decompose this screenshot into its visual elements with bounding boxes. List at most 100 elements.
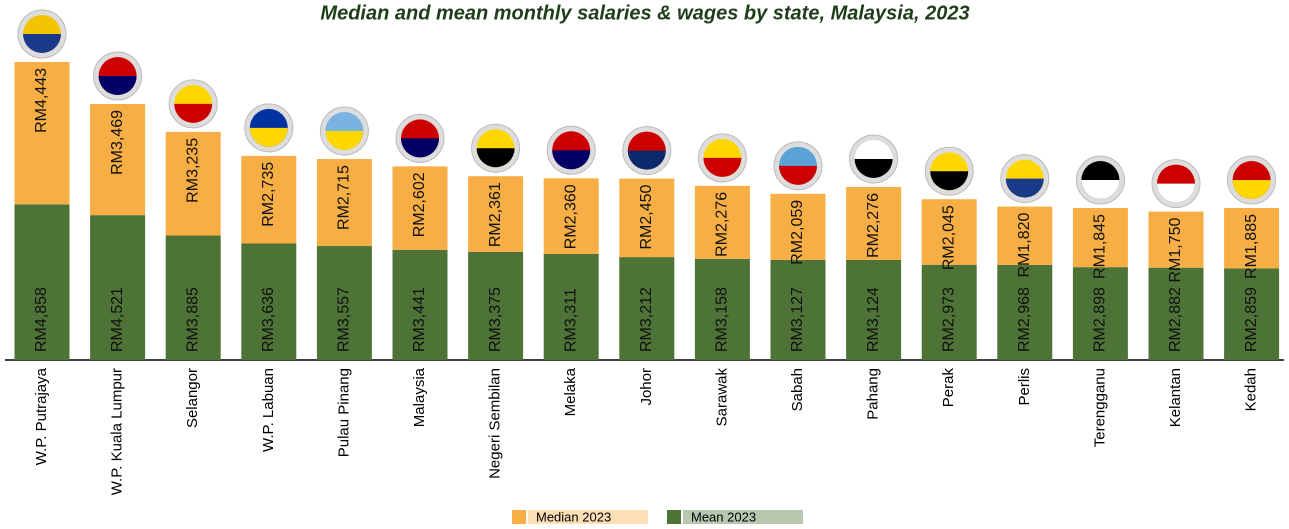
category-label: W.P. Labuan: [260, 368, 277, 452]
category-label: Selangor: [184, 368, 201, 428]
value-label: RM2,276: [714, 192, 731, 257]
category-label: Sabah: [789, 368, 806, 411]
legend-swatch: [667, 510, 681, 524]
value-label: RM2,973: [940, 287, 957, 352]
category-label: Perak: [940, 368, 957, 408]
value-label: RM3,636: [260, 287, 277, 352]
flag: [627, 150, 666, 170]
bar-segment: [14, 62, 70, 205]
flag: [401, 138, 439, 158]
bar-segment: [1072, 208, 1128, 268]
flag: [779, 165, 817, 185]
value-label: RM2,045: [940, 205, 957, 270]
bar-segment: [543, 178, 599, 254]
bar-segment: [1148, 267, 1204, 360]
flag: [98, 76, 137, 96]
category-label: Johor: [638, 368, 655, 406]
bar-segment: [846, 186, 902, 260]
bar-segment: [543, 253, 599, 360]
category-label: Perlis: [1016, 368, 1033, 406]
flag: [703, 157, 742, 177]
value-label: RM3,557: [336, 287, 353, 352]
bar-segment: [468, 176, 524, 252]
flag: [1157, 183, 1195, 203]
flag: [476, 148, 515, 168]
flag: [23, 34, 61, 53]
bar-segment: [619, 257, 675, 360]
value-label: RM3,235: [184, 138, 201, 203]
bar-segment: [468, 251, 524, 360]
flag: [1081, 180, 1120, 200]
value-label: RM2,360: [562, 184, 579, 249]
bar-segment: [1224, 208, 1280, 269]
value-label: RM3,311: [562, 288, 579, 352]
flag: [930, 171, 969, 191]
legend-band: [683, 510, 803, 524]
flag: [854, 158, 893, 178]
category-label: W.P. Kuala Lumpur: [109, 368, 126, 495]
bar-segment: [619, 178, 675, 258]
bar-segment: [997, 206, 1053, 265]
value-label: RM1,845: [1092, 214, 1109, 279]
category-label: Kedah: [1243, 368, 1260, 411]
value-label: RM2,450: [638, 184, 655, 249]
value-label: RM3,885: [184, 287, 201, 352]
bar-segment: [846, 259, 902, 360]
bar-segment: [1148, 211, 1204, 268]
legend-swatch: [512, 510, 526, 524]
bar-segment: [392, 166, 448, 250]
bar-segment: [770, 259, 826, 360]
value-label: RM3,441: [411, 287, 428, 352]
bar-segment: [997, 264, 1053, 360]
value-label: RM2,715: [336, 165, 353, 230]
flag: [174, 103, 213, 123]
value-label: RM3,212: [638, 287, 655, 352]
bar-segment: [90, 104, 146, 216]
category-label: Malaysia: [411, 367, 428, 427]
value-label: RM4,521: [109, 287, 126, 352]
bar-segment: [165, 235, 221, 360]
value-label: RM2,361: [487, 182, 504, 247]
category-label: Negeri Sembilan: [487, 368, 504, 479]
bar-segment: [921, 199, 977, 265]
bar-segment: [90, 215, 146, 360]
value-label: RM2,735: [260, 162, 277, 227]
category-label: Pahang: [865, 368, 882, 420]
bar-segment: [1072, 267, 1128, 360]
bar-segment: [694, 258, 750, 360]
value-label: RM4,858: [33, 287, 50, 352]
legend-label: Median 2023: [536, 509, 611, 524]
value-label: RM2,859: [1243, 287, 1260, 352]
category-label: Pulau Pinang: [335, 368, 352, 457]
category-label: Terengganu: [1091, 368, 1108, 447]
bar-segment: [241, 243, 297, 360]
value-label: RM3,375: [487, 287, 504, 352]
value-label: RM2,059: [789, 200, 806, 265]
value-label: RM3,124: [865, 287, 882, 352]
value-label: RM3,469: [109, 110, 126, 175]
bar-segment: [316, 246, 372, 360]
value-label: RM2,276: [865, 193, 882, 258]
value-label: RM2,602: [411, 172, 428, 237]
flag: [249, 127, 288, 147]
bar-segment: [921, 264, 977, 360]
bar-segment: [770, 193, 826, 260]
flag: [1005, 178, 1044, 198]
value-label: RM3,158: [714, 287, 731, 352]
flag: [1232, 180, 1271, 200]
bar-segment: [241, 155, 297, 244]
legend-band: [528, 510, 648, 524]
bar-segment: [14, 204, 70, 360]
value-label: RM1,750: [1167, 217, 1184, 282]
value-label: RM1,885: [1243, 214, 1260, 279]
bar-segment: [316, 159, 372, 247]
category-label: Melaka: [562, 367, 579, 416]
value-label: RM4,443: [33, 68, 50, 133]
category-label: Kelantan: [1167, 368, 1184, 427]
value-label: RM2,882: [1167, 287, 1184, 352]
value-label: RM2,968: [1016, 287, 1033, 352]
bar-segment: [392, 249, 448, 360]
value-label: RM1,820: [1016, 212, 1033, 277]
chart-title: Median and mean monthly salaries & wages…: [320, 2, 969, 24]
